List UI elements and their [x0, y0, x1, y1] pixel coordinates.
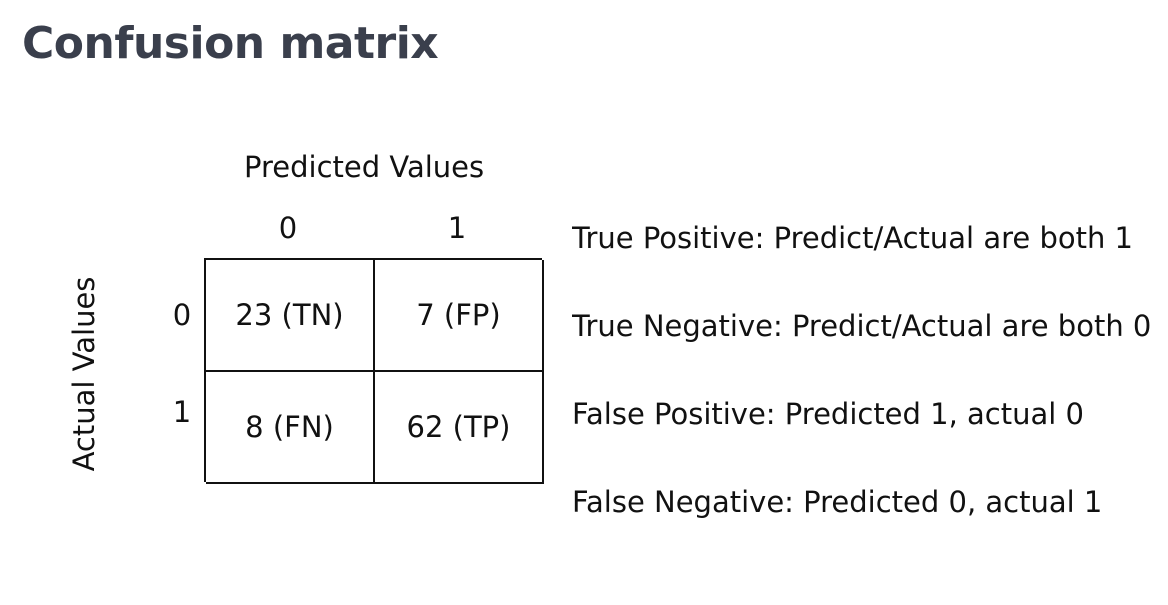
cell-true-positive: 62 (TP)	[375, 372, 544, 484]
slide-title: Confusion matrix	[22, 18, 439, 69]
confusion-matrix-grid: 23 (TN) 7 (FP) 8 (FN) 62 (TP)	[204, 258, 544, 484]
cell-false-positive: 7 (FP)	[375, 260, 544, 372]
definitions-list: True Positive: Predict/Actual are both 1…	[572, 218, 1168, 570]
row-header-1: 1	[172, 395, 192, 429]
column-header-0: 0	[278, 211, 298, 245]
definition-true-negative: True Negative: Predict/Actual are both 0	[572, 309, 1152, 343]
predicted-values-label: Predicted Values	[244, 150, 485, 184]
row-header-0: 0	[172, 298, 192, 332]
cell-false-negative: 8 (FN)	[206, 372, 375, 484]
definition-false-negative: False Negative: Predicted 0, actual 1	[572, 485, 1103, 519]
actual-values-label: Actual Values	[67, 276, 101, 472]
column-header-1: 1	[447, 211, 467, 245]
definition-false-positive: False Positive: Predicted 1, actual 0	[572, 397, 1085, 431]
definition-true-positive: True Positive: Predict/Actual are both 1	[572, 221, 1134, 255]
cell-true-negative: 23 (TN)	[206, 260, 375, 372]
